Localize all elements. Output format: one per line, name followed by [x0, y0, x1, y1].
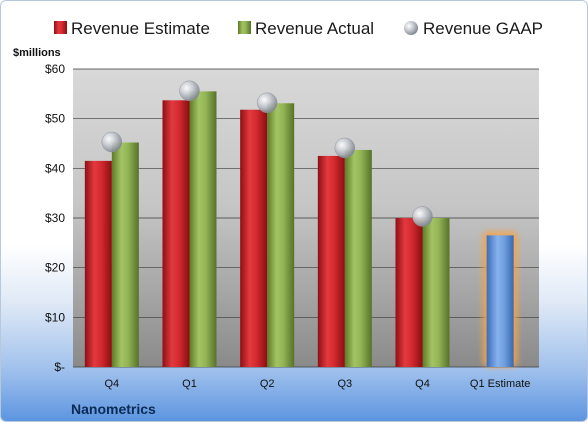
x-tick-label: Q4	[104, 378, 119, 390]
legend: Revenue Estimate Revenue Actual Revenue …	[54, 19, 543, 38]
y-tick-label: $10	[45, 310, 65, 324]
x-tick-label: Q1 Estimate	[470, 378, 531, 390]
bar-revenue-estimate	[240, 109, 268, 367]
bar-revenue-actual	[111, 142, 139, 367]
legend-label-revenue-estimate: Revenue Estimate	[71, 19, 210, 38]
y-tick-label: $-	[54, 360, 65, 374]
x-axis-ticks: Q4 Q1 Q2 Q3 Q4 Q1 Estimate	[104, 378, 530, 390]
bar-q1-estimate	[486, 235, 514, 367]
y-tick-label: $20	[45, 261, 65, 275]
y-tick-label: $50	[45, 112, 65, 126]
marker-revenue-gaap	[101, 131, 123, 153]
marker-revenue-gaap	[256, 92, 278, 114]
marker-revenue-gaap	[412, 206, 433, 227]
marker-revenue-gaap	[334, 137, 356, 159]
x-tick-label: Q1	[182, 378, 197, 390]
bars	[84, 91, 518, 368]
x-tick-label: Q4	[415, 378, 430, 390]
legend-swatch-ball	[404, 21, 418, 35]
bar-revenue-actual	[422, 218, 450, 367]
bar-revenue-estimate	[84, 160, 112, 367]
bar-revenue-estimate	[162, 100, 190, 367]
bar-revenue-estimate	[317, 155, 345, 367]
bar-revenue-actual	[189, 91, 217, 367]
bar-revenue-actual	[267, 103, 295, 368]
legend-label-revenue-actual: Revenue Actual	[255, 19, 374, 38]
y-tick-label: $60	[45, 62, 65, 76]
company-label: Nanometrics	[71, 401, 156, 417]
legend-swatch-green	[238, 21, 251, 34]
bar-revenue-actual	[344, 149, 372, 367]
marker-revenue-gaap	[179, 80, 200, 102]
y-axis-unit-label: $millions	[13, 47, 61, 59]
legend-item-revenue-estimate: Revenue Estimate	[54, 19, 210, 38]
legend-item-revenue-gaap: Revenue GAAP	[404, 19, 543, 38]
bar-revenue-estimate	[395, 218, 423, 367]
legend-swatch-red	[54, 21, 67, 34]
legend-item-revenue-actual: Revenue Actual	[238, 19, 374, 38]
y-tick-label: $40	[45, 161, 65, 175]
y-axis-ticks: $- $10 $20 $30 $40 $50 $60	[45, 62, 65, 374]
gaap-markers	[101, 80, 433, 227]
legend-label-revenue-gaap: Revenue GAAP	[423, 19, 543, 38]
y-tick-label: $30	[45, 211, 65, 225]
x-tick-label: Q2	[260, 378, 275, 390]
gridlines	[73, 68, 539, 368]
x-tick-label: Q3	[337, 378, 352, 390]
